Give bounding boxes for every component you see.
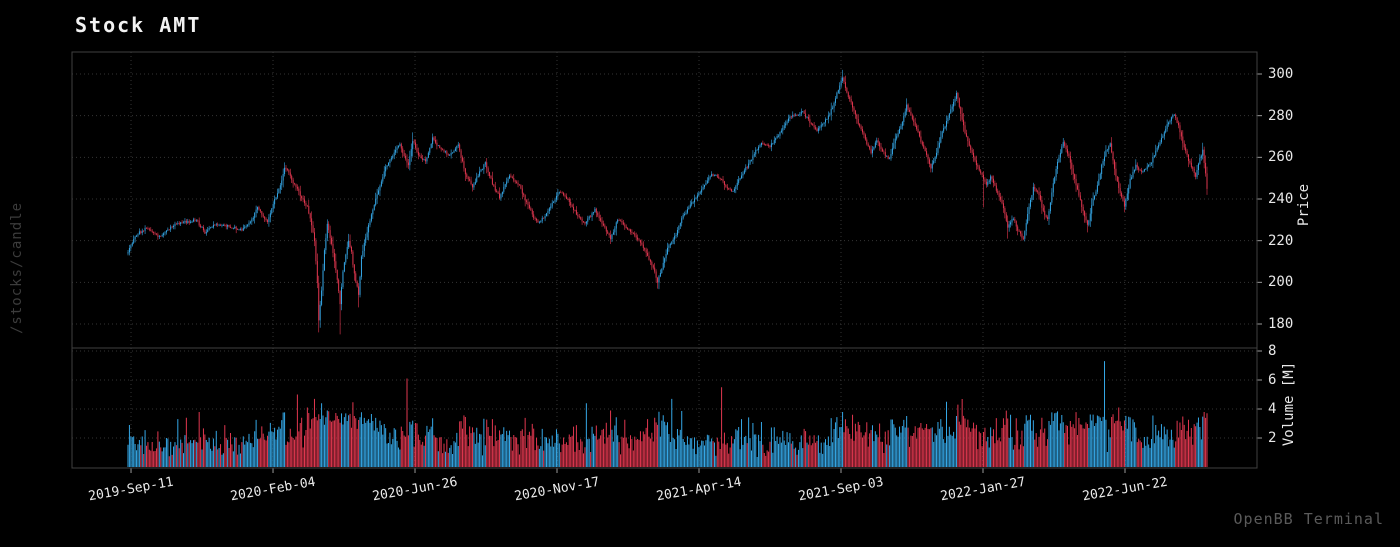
volume-axis-label: Volume [M]: [1281, 361, 1297, 447]
price-tick-label: 240: [1268, 191, 1294, 207]
volume-series[interactable]: [127, 361, 1208, 467]
volume-tick-label: 6: [1268, 372, 1277, 388]
volume-tick-label: 8: [1268, 343, 1277, 359]
price-axis-label: Price: [1296, 183, 1312, 227]
price-tick-label: 200: [1268, 274, 1294, 291]
price-tick-label: 180: [1268, 316, 1294, 332]
price-tick-label: 220: [1268, 232, 1294, 249]
chart-title: Stock AMT: [75, 13, 202, 37]
openbb-terminal-brand: OpenBB Terminal: [1233, 510, 1384, 528]
price-tick-label: 280: [1268, 107, 1294, 124]
candlestick-series[interactable]: [127, 69, 1208, 335]
volume-tick-label: 2: [1268, 430, 1277, 446]
price-panel[interactable]: [72, 52, 1257, 348]
price-tick-label: 300: [1268, 66, 1294, 82]
command-path-watermark: /stocks/candle: [9, 201, 25, 335]
price-tick-label: 260: [1268, 149, 1294, 166]
volume-tick-label: 4: [1268, 401, 1277, 417]
